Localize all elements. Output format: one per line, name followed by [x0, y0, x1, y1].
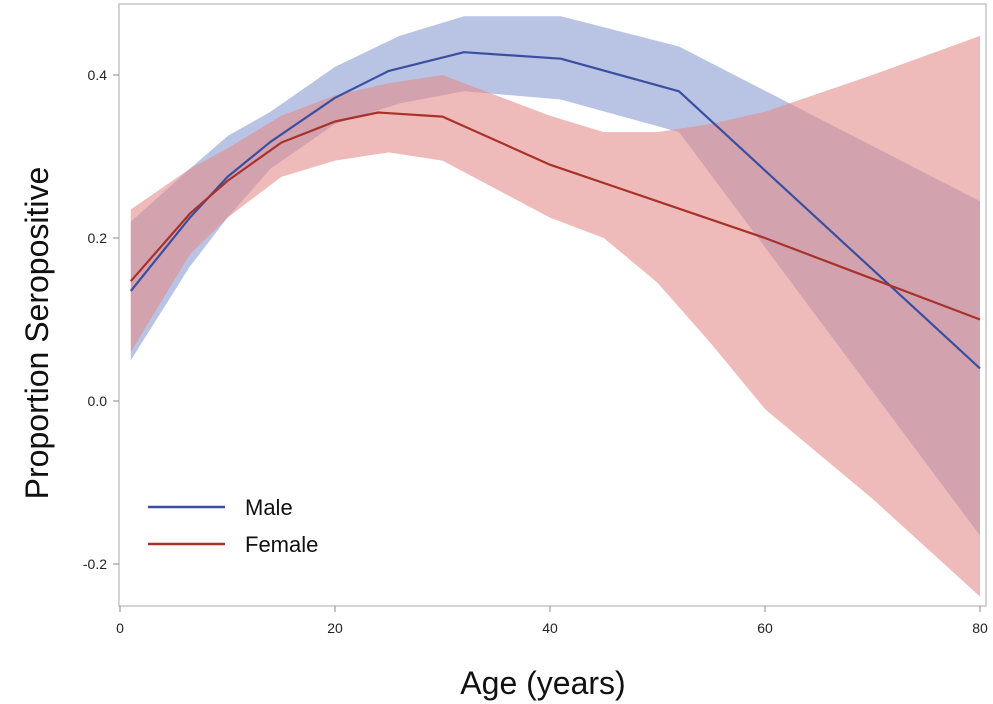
- ci-band-female: [130, 35, 981, 597]
- legend-label-female: Female: [245, 532, 318, 557]
- y-tick-label: 0.0: [88, 393, 108, 409]
- series-line-female: [129, 111, 981, 321]
- y-tick-label: 0.2: [88, 230, 108, 246]
- x-tick-label: 20: [327, 620, 343, 636]
- plot-frame: [118, 3, 987, 607]
- legend-label-male: Male: [245, 495, 293, 520]
- x-tick-label: 0: [116, 620, 124, 636]
- x-tick-label: 60: [757, 620, 773, 636]
- legend: Male Female: [148, 495, 318, 557]
- x-axis-title: Age (years): [460, 665, 625, 701]
- y-tick-label: 0.4: [88, 67, 108, 83]
- x-tick-label: 80: [972, 620, 988, 636]
- y-axis-title: Proportion Seropositive: [19, 167, 55, 500]
- x-tick-label: 40: [542, 620, 558, 636]
- y-tick-label: -0.2: [83, 556, 107, 572]
